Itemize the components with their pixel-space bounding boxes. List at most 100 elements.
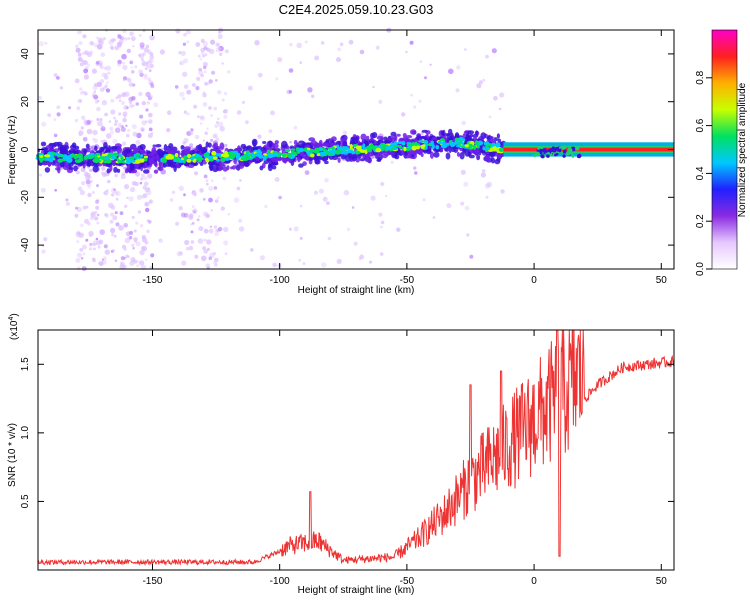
spectrogram-speckle: [121, 244, 127, 250]
spectrogram-ridge-cell: [116, 146, 123, 154]
spectrogram-speckle: [183, 84, 189, 89]
spectrogram-core-cell: [327, 147, 332, 150]
spectrogram-speckle: [182, 42, 186, 46]
spectrogram-speckle: [299, 204, 303, 208]
spectrogram-speckle: [491, 48, 497, 54]
spectrogram-speckle: [147, 173, 153, 179]
steady-band-disturbance: [540, 154, 545, 159]
spectrogram-speckle: [89, 234, 92, 237]
spectrogram-ridge-cell: [464, 150, 471, 157]
spectrogram-core-cell: [216, 153, 222, 157]
spectrogram-core-cell: [476, 144, 480, 149]
spectrogram-speckle: [128, 100, 133, 104]
spectrogram-speckle: [86, 63, 91, 67]
spectrogram-speckle: [202, 197, 206, 201]
spectrogram-speckle: [95, 205, 100, 210]
spectrogram-speckle: [74, 118, 79, 123]
spectrogram-speckle: [191, 222, 195, 225]
spectrogram-ridge-cell: [262, 141, 267, 144]
spectrogram-speckle: [120, 174, 126, 180]
spectrogram-marks: [35, 27, 674, 272]
spectrogram-speckle: [144, 201, 150, 207]
spectrogram-speckle: [194, 254, 199, 259]
spectrogram-core-cell: [362, 147, 367, 151]
spectrogram-speckle: [469, 254, 474, 259]
spectrogram-core-cell: [208, 156, 213, 160]
spectrogram-speckle: [205, 214, 210, 218]
spectrogram-speckle: [169, 198, 174, 202]
spectrogram-speckle: [98, 239, 104, 245]
spectrogram-core-cell: [44, 154, 51, 158]
spectrogram-ridge-cell: [444, 147, 450, 152]
spectrogram-speckle: [38, 41, 45, 47]
x-tick-label: -100: [270, 576, 290, 587]
spectrogram-ridge-cell: [359, 158, 366, 162]
spectrogram-speckle: [195, 42, 201, 47]
spectrogram-speckle: [41, 249, 46, 254]
spectrogram-speckle: [113, 234, 117, 238]
spectrogram-speckle: [307, 87, 313, 93]
spectrogram-speckle: [200, 73, 205, 78]
spectrogram-ridge-cell: [171, 162, 177, 168]
spectrogram-speckle: [43, 237, 48, 242]
spectrogram-speckle: [149, 95, 154, 99]
spectrogram-ridge-cell: [335, 140, 341, 146]
spectrogram-speckle: [190, 240, 195, 244]
spectrogram-speckle: [89, 180, 93, 183]
spectrogram-speckle: [148, 80, 154, 86]
spectrogram-speckle: [77, 98, 83, 104]
spectrogram-speckle: [78, 130, 84, 136]
spectrogram-speckle: [288, 68, 294, 73]
spectrogram-core-cell: [245, 150, 250, 154]
spectrogram-speckle: [114, 259, 118, 263]
spectrogram-speckle: [122, 111, 128, 117]
spectrogram-speckle: [313, 190, 319, 195]
spectrogram-speckle: [214, 257, 219, 263]
spectrogram-core-cell: [325, 151, 330, 155]
spectrogram-speckle: [498, 107, 502, 111]
spectrogram-core-cell: [131, 159, 136, 163]
spectrogram-speckle: [413, 166, 417, 170]
spectrogram-ridge-cell: [410, 129, 417, 135]
spectrogram-speckle: [100, 139, 103, 143]
spectrogram-speckle: [166, 128, 171, 133]
spectrogram-core-cell: [77, 153, 83, 159]
spectrogram-speckle: [202, 102, 208, 107]
spectrogram-speckle: [224, 252, 228, 256]
spectrogram-core-cell: [182, 159, 186, 164]
spectrogram-speckle: [85, 120, 91, 126]
spectrogram-core-cell: [441, 141, 446, 145]
spectrogram-speckle: [137, 210, 142, 214]
spectrogram-speckle: [114, 119, 119, 124]
spectrogram-speckle: [198, 226, 204, 232]
spectrogram-speckle: [135, 241, 141, 247]
spectrogram-core-cell: [94, 157, 100, 160]
spectrogram-speckle: [204, 131, 208, 135]
spectrogram-speckle: [272, 262, 277, 268]
spectrogram-speckle: [90, 120, 94, 123]
spectrogram-speckle: [150, 253, 155, 258]
x-tick-label: 0: [531, 576, 537, 587]
spectrogram-core-cell: [456, 144, 462, 148]
spectrogram-speckle: [145, 207, 150, 213]
spectrogram-speckle: [336, 57, 341, 63]
spectrogram-speckle: [44, 41, 48, 45]
spectrogram-speckle: [129, 230, 134, 235]
spectrogram-core-cell: [263, 153, 268, 156]
spectrogram-speckle: [148, 199, 154, 204]
x-tick-label: -150: [142, 275, 162, 286]
spectrogram-speckle: [81, 51, 85, 55]
spectrogram-speckle: [420, 132, 424, 135]
spectrogram-speckle: [111, 193, 115, 197]
colorbar-label: Normalized spectral amplitude: [737, 82, 748, 217]
spectrogram-core-cell: [334, 149, 341, 155]
snr-x-axis-label: Height of straight line (km): [298, 585, 415, 596]
spectrogram-speckle: [146, 101, 150, 105]
spectrogram-speckle: [87, 174, 92, 180]
spectrogram-speckle: [200, 47, 205, 53]
spectrogram-core-cell: [342, 150, 349, 155]
spectrogram-speckle: [277, 57, 283, 63]
spectrogram-speckle: [379, 252, 384, 256]
spectrogram-speckle: [110, 249, 114, 253]
spectrogram-speckle: [198, 215, 201, 218]
